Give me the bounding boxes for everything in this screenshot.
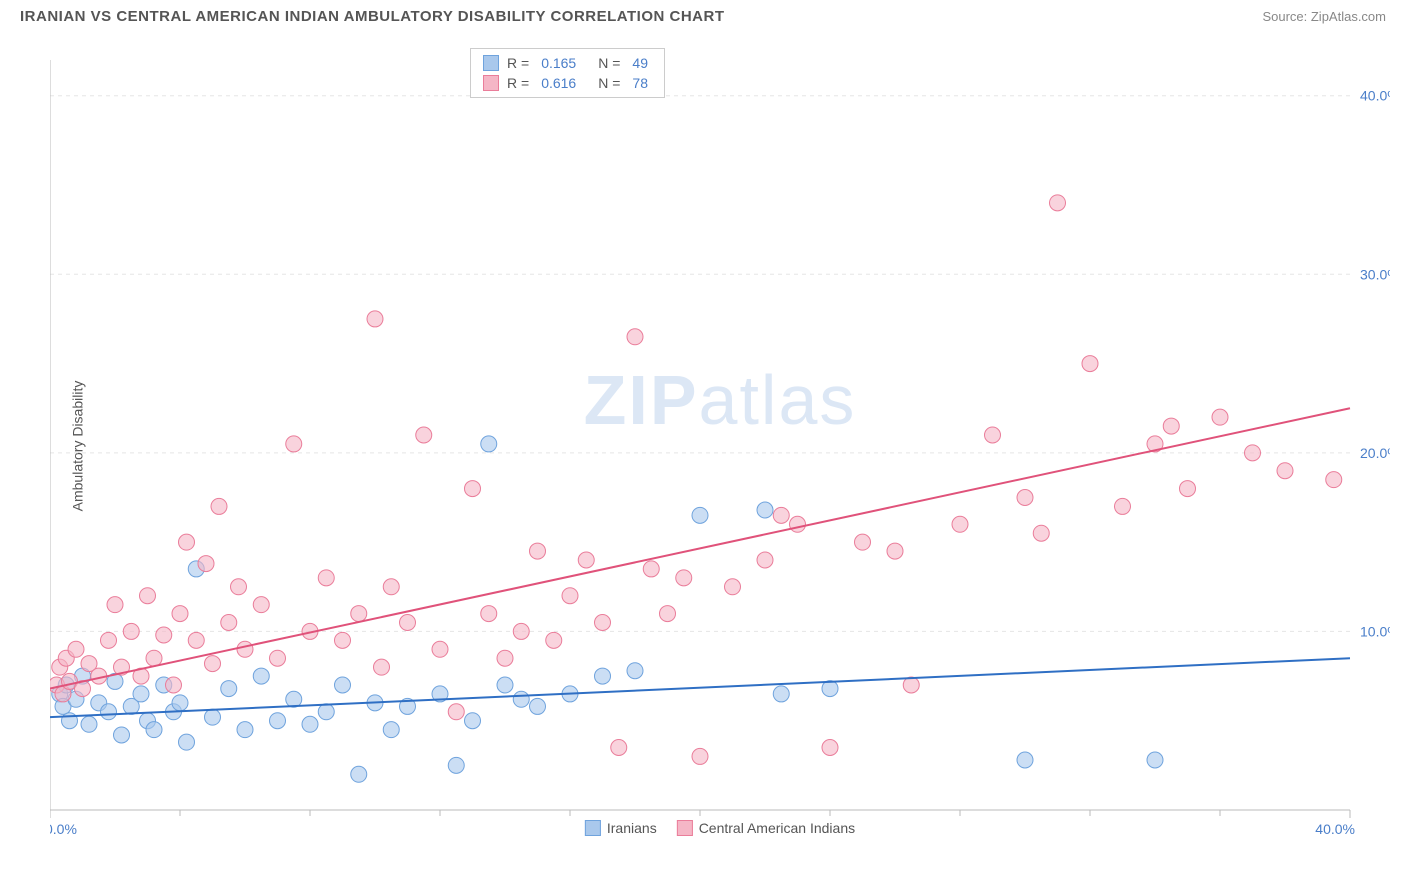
legend-label-0: Iranians	[607, 820, 657, 836]
n-value-1: 78	[632, 75, 648, 91]
svg-text:40.0%: 40.0%	[1315, 821, 1355, 837]
chart-title: IRANIAN VS CENTRAL AMERICAN INDIAN AMBUL…	[20, 8, 725, 25]
svg-text:30.0%: 30.0%	[1360, 266, 1390, 282]
svg-text:20.0%: 20.0%	[1360, 445, 1390, 461]
legend-row-0: R = 0.165 N = 49	[483, 53, 652, 73]
source-prefix: Source:	[1262, 9, 1310, 24]
correlation-legend-box: R = 0.165 N = 49 R = 0.616 N = 78	[470, 48, 665, 98]
legend-item-cai: Central American Indians	[677, 820, 855, 836]
n-label: N =	[598, 55, 620, 71]
legend-swatch-cai	[483, 75, 499, 91]
legend-row-1: R = 0.616 N = 78	[483, 73, 652, 93]
legend-swatch-iranians	[483, 55, 499, 71]
legend-swatch-icon	[585, 820, 601, 836]
legend-label-1: Central American Indians	[699, 820, 855, 836]
svg-text:40.0%: 40.0%	[1360, 88, 1390, 104]
chart-header: IRANIAN VS CENTRAL AMERICAN INDIAN AMBUL…	[0, 0, 1406, 29]
scatter-plot: 10.0% 20.0% 30.0% 40.0% 0.0% 40.0%	[50, 40, 1390, 840]
r-value-0: 0.165	[541, 55, 576, 71]
svg-text:0.0%: 0.0%	[50, 821, 77, 837]
source-name: ZipAtlas.com	[1311, 9, 1386, 24]
r-label: R =	[507, 75, 529, 91]
n-label: N =	[598, 75, 620, 91]
n-value-0: 49	[632, 55, 648, 71]
series-legend: Iranians Central American Indians	[585, 820, 855, 836]
r-value-1: 0.616	[541, 75, 576, 91]
legend-item-iranians: Iranians	[585, 820, 657, 836]
source-citation: Source: ZipAtlas.com	[1262, 9, 1386, 24]
r-label: R =	[507, 55, 529, 71]
legend-swatch-icon	[677, 820, 693, 836]
svg-text:10.0%: 10.0%	[1360, 623, 1390, 639]
chart-area: ZIPatlas 10.0%20.0%30.0%40.0%0.0%40.0% R…	[50, 40, 1390, 840]
